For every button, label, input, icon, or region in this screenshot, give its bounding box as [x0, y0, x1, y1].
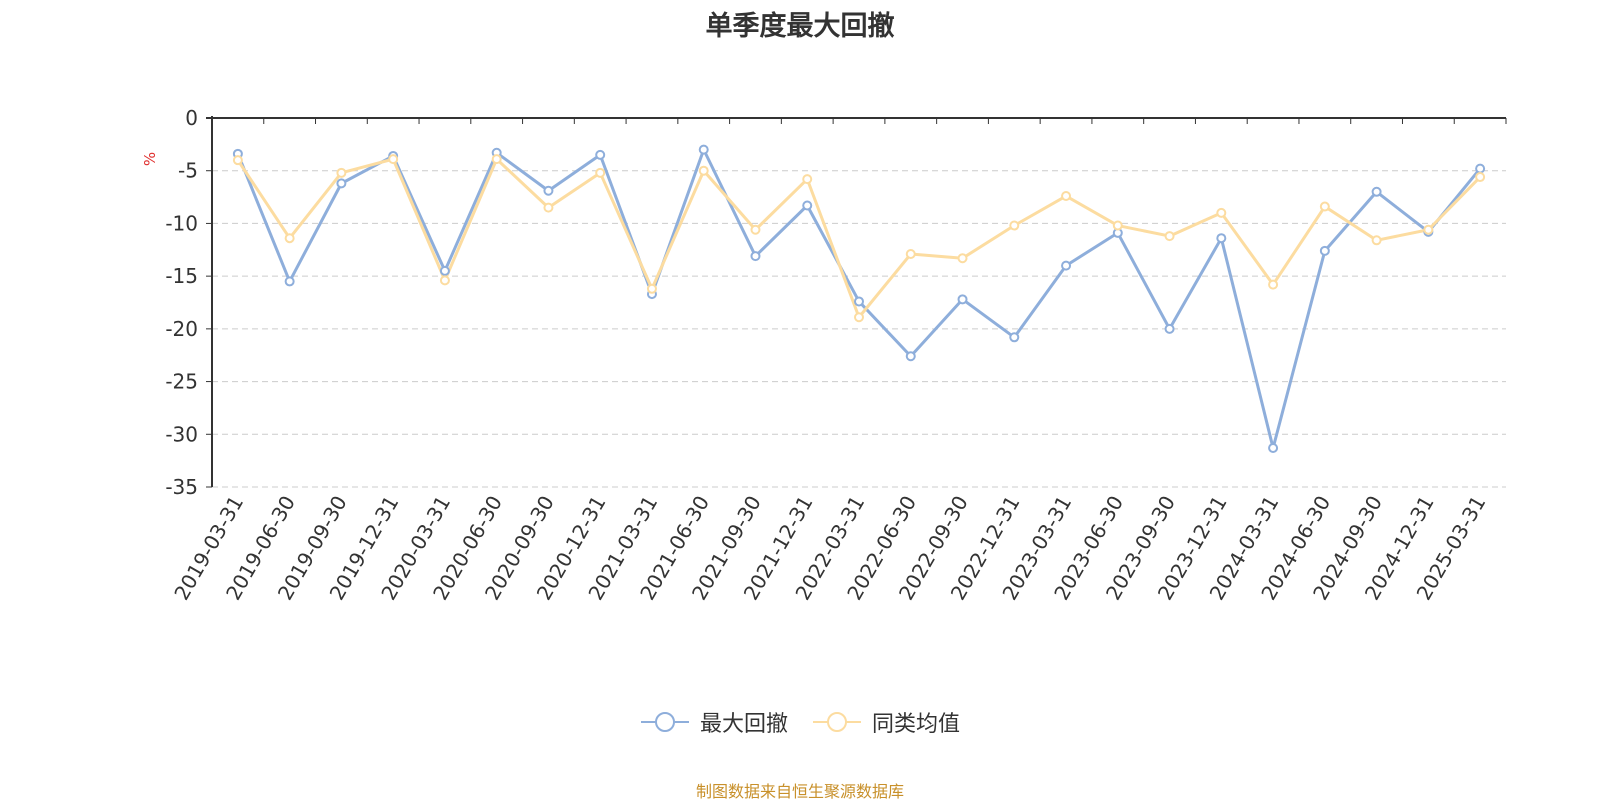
data-point-1: [905, 249, 916, 260]
data-point-1: [1319, 201, 1330, 212]
data-point-1: [1164, 231, 1175, 242]
data-point-0: [1164, 323, 1175, 334]
data-point-0: [957, 294, 968, 305]
y-tick-label: -30: [165, 422, 198, 446]
legend-peer-average-icon: [813, 712, 861, 732]
data-point-1: [388, 154, 399, 165]
series-line-1: [236, 157, 1482, 319]
x-tick-labels: 2019-03-312019-06-302019-09-302019-12-31…: [169, 492, 1490, 605]
data-source-note: 制图数据来自恒生聚源数据库: [695, 782, 904, 801]
data-point-0: [1475, 163, 1486, 174]
data-point-1: [1009, 220, 1020, 231]
y-tick-labels: 0 -5 -10 -15 -20 -25 -30 -35: [165, 106, 198, 499]
legend-item-drawdown[interactable]: 最大回撤: [640, 706, 788, 738]
data-point-0: [905, 351, 916, 362]
data-point-1: [802, 174, 813, 185]
data-point-0: [802, 200, 813, 211]
data-point-1: [232, 155, 243, 166]
data-point-0: [1216, 233, 1227, 244]
data-point-1: [491, 154, 502, 165]
y-tick-label: -5: [178, 159, 198, 183]
data-point-0: [595, 149, 606, 160]
data-point-1: [543, 202, 554, 213]
axes: [206, 116, 1507, 488]
data-point-0: [543, 185, 554, 196]
data-point-0: [698, 144, 709, 155]
data-point-1: [1423, 224, 1434, 235]
data-point-1: [1061, 191, 1072, 202]
data-point-1: [646, 283, 657, 294]
legend-item-peer-average[interactable]: 同类均值: [812, 706, 960, 738]
legend-label-peer-average: 同类均值: [872, 712, 961, 737]
line-chart: 0 -5 -10 -15 -20 -25 -30 -35 2019-03-312019-06-…: [165, 106, 1507, 605]
data-point-1: [336, 167, 347, 178]
data-point-0: [336, 178, 347, 189]
chart-title: 单季度最大回撤: [705, 11, 895, 42]
data-point-0: [1319, 245, 1330, 256]
data-point-1: [1268, 279, 1279, 290]
data-point-0: [750, 251, 761, 262]
data-point-1: [284, 233, 295, 244]
y-tick-label: -25: [165, 370, 198, 394]
legend-label-drawdown: 最大回撤: [699, 712, 788, 737]
y-tick-label: -10: [165, 211, 198, 235]
y-tick-label: 0: [185, 106, 198, 130]
data-point-0: [1061, 260, 1072, 271]
data-point-0: [1268, 442, 1279, 453]
data-point-0: [284, 276, 295, 287]
data-point-0: [1009, 332, 1020, 343]
series-lines: [232, 144, 1486, 453]
data-point-1: [595, 167, 606, 178]
y-tick-label: -15: [165, 264, 198, 288]
y-tick-label: -35: [165, 475, 198, 499]
data-point-1: [1371, 235, 1382, 246]
data-point-1: [854, 312, 864, 323]
grid-lines: [212, 170, 1506, 488]
data-point-0: [854, 296, 864, 307]
legend: 最大回撤 同类均值: [0, 706, 1600, 738]
data-point-1: [439, 275, 450, 286]
data-point-1: [1475, 172, 1486, 183]
legend-drawdown-icon: [640, 712, 689, 732]
data-point-1: [698, 165, 709, 176]
data-point-1: [1216, 207, 1227, 218]
data-point-1: [957, 253, 968, 264]
y-tick-label: -20: [165, 317, 198, 341]
data-point-0: [439, 265, 450, 276]
data-point-0: [1371, 186, 1382, 197]
data-point-1: [750, 224, 761, 235]
data-point-1: [1112, 220, 1123, 231]
